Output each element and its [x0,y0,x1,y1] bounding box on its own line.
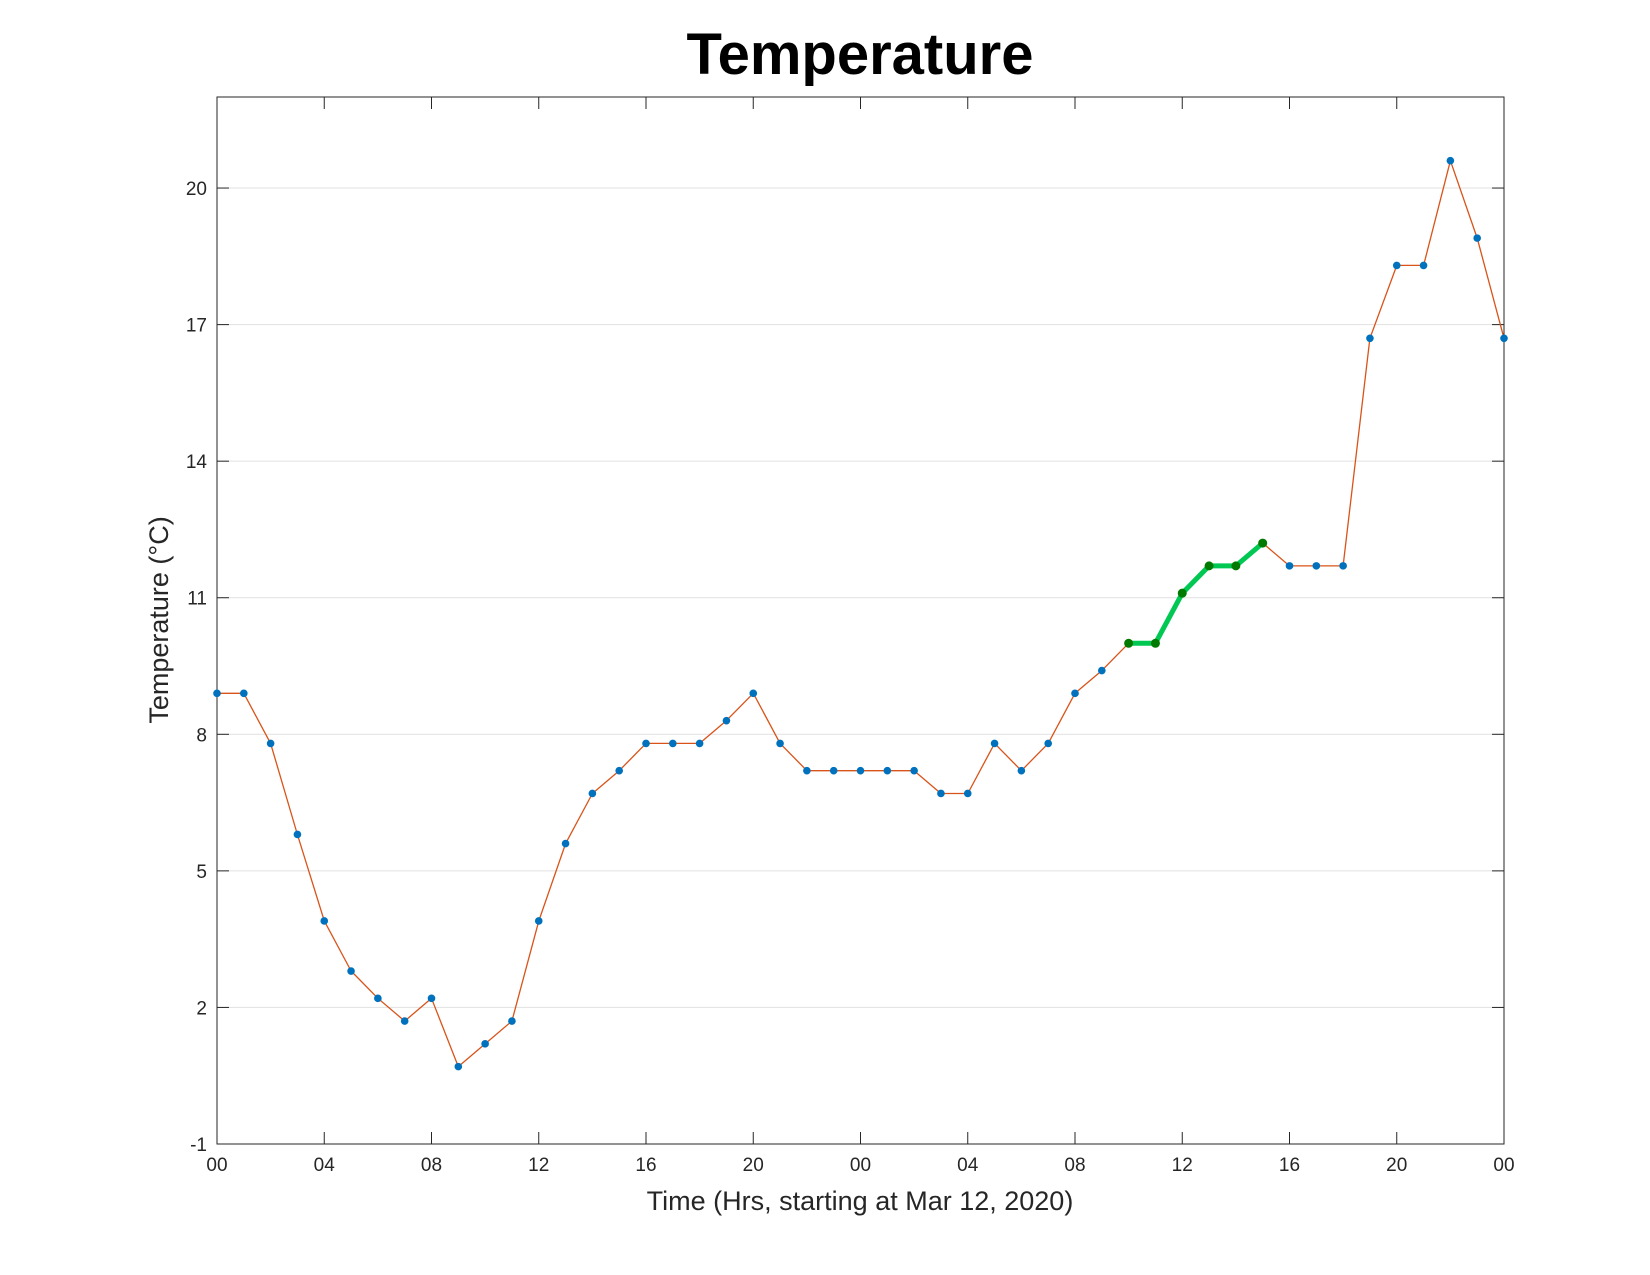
data-point [374,994,382,1003]
y-tick-label: 2 [196,998,207,1019]
data-point [1473,234,1481,242]
x-tick-label: 04 [957,1155,979,1176]
x-tick-label: 00 [1493,1155,1514,1176]
x-tick-label: 04 [314,1155,336,1176]
y-tick-label: 14 [186,452,208,473]
data-point [1071,689,1079,698]
data-point [1339,562,1347,570]
y-tick-label: 11 [187,589,207,610]
data-point [320,917,329,925]
y-tick-label: 17 [186,316,207,337]
data-point [266,739,275,748]
data-point [534,917,543,925]
data-point [240,689,248,698]
x-tick-label: 20 [1386,1155,1407,1176]
highlight-data-point [1258,538,1268,548]
x-tick-label: 16 [1279,1155,1300,1176]
y-tick-label: -1 [190,1135,207,1156]
data-point [1017,766,1026,775]
data-point [990,739,999,748]
data-point [1312,562,1321,570]
data-point [937,789,945,798]
data-point [1285,562,1294,570]
data-point [1044,739,1052,748]
x-tick-label: 00 [206,1155,227,1176]
temperature-line [217,160,1505,1068]
highlight-data-point [1150,638,1160,648]
axis-ticks: -1 2 5 8 11 14 17 20 00 04 08 12 16 20 00 04 08 12 16 20 00 [186,97,1515,1176]
data-point [963,789,972,798]
data-point [1392,261,1401,270]
data-point [910,766,918,775]
y-tick-label: 20 [186,179,207,200]
x-tick-label: 12 [528,1155,549,1176]
y-tick-label: 5 [196,862,207,883]
data-point [561,839,570,848]
x-tick-label: 16 [635,1155,656,1176]
data-point [776,739,784,748]
data-point [1500,334,1508,343]
data-point [213,689,221,698]
data-point [803,766,811,775]
data-point [1366,334,1374,343]
data-point [347,967,355,975]
highlight-data-point [1231,561,1241,571]
highlight-data-point [1177,588,1187,598]
data-point [588,789,597,798]
data-point [669,739,677,748]
data-point [400,1017,409,1025]
y-axis-label: Temperature (°C) [144,516,174,723]
x-axis-label: Time (Hrs, starting at Mar 12, 2020) [647,1186,1074,1216]
data-point [427,994,436,1003]
grid-lines [217,187,1504,1008]
data-point [454,1062,463,1071]
data-point [481,1040,489,1048]
x-tick-label: 12 [1172,1155,1193,1176]
data-point [508,1017,516,1025]
highlight-data-point [1204,561,1214,571]
x-tick-label: 20 [743,1155,764,1176]
x-tick-label: 00 [850,1155,871,1176]
data-point [1419,261,1428,270]
data-point [722,716,731,725]
data-point [642,739,650,748]
data-point [1098,666,1106,675]
data-point [615,766,623,775]
plot-frame [216,96,1505,1145]
y-tick-label: 8 [196,725,207,746]
data-point [1446,156,1455,165]
data-point [883,766,892,775]
data-point [695,739,704,748]
data-point [749,689,758,698]
series-markers [213,156,1508,1071]
highlight-line [1126,540,1266,646]
data-point [293,830,302,839]
series-lines [217,160,1505,1068]
data-point [856,766,865,775]
x-tick-label: 08 [421,1155,442,1176]
highlight-data-point [1124,638,1134,648]
x-tick-label: 08 [1064,1155,1085,1176]
data-point [829,766,838,775]
chart-title: Temperature [686,22,1033,87]
